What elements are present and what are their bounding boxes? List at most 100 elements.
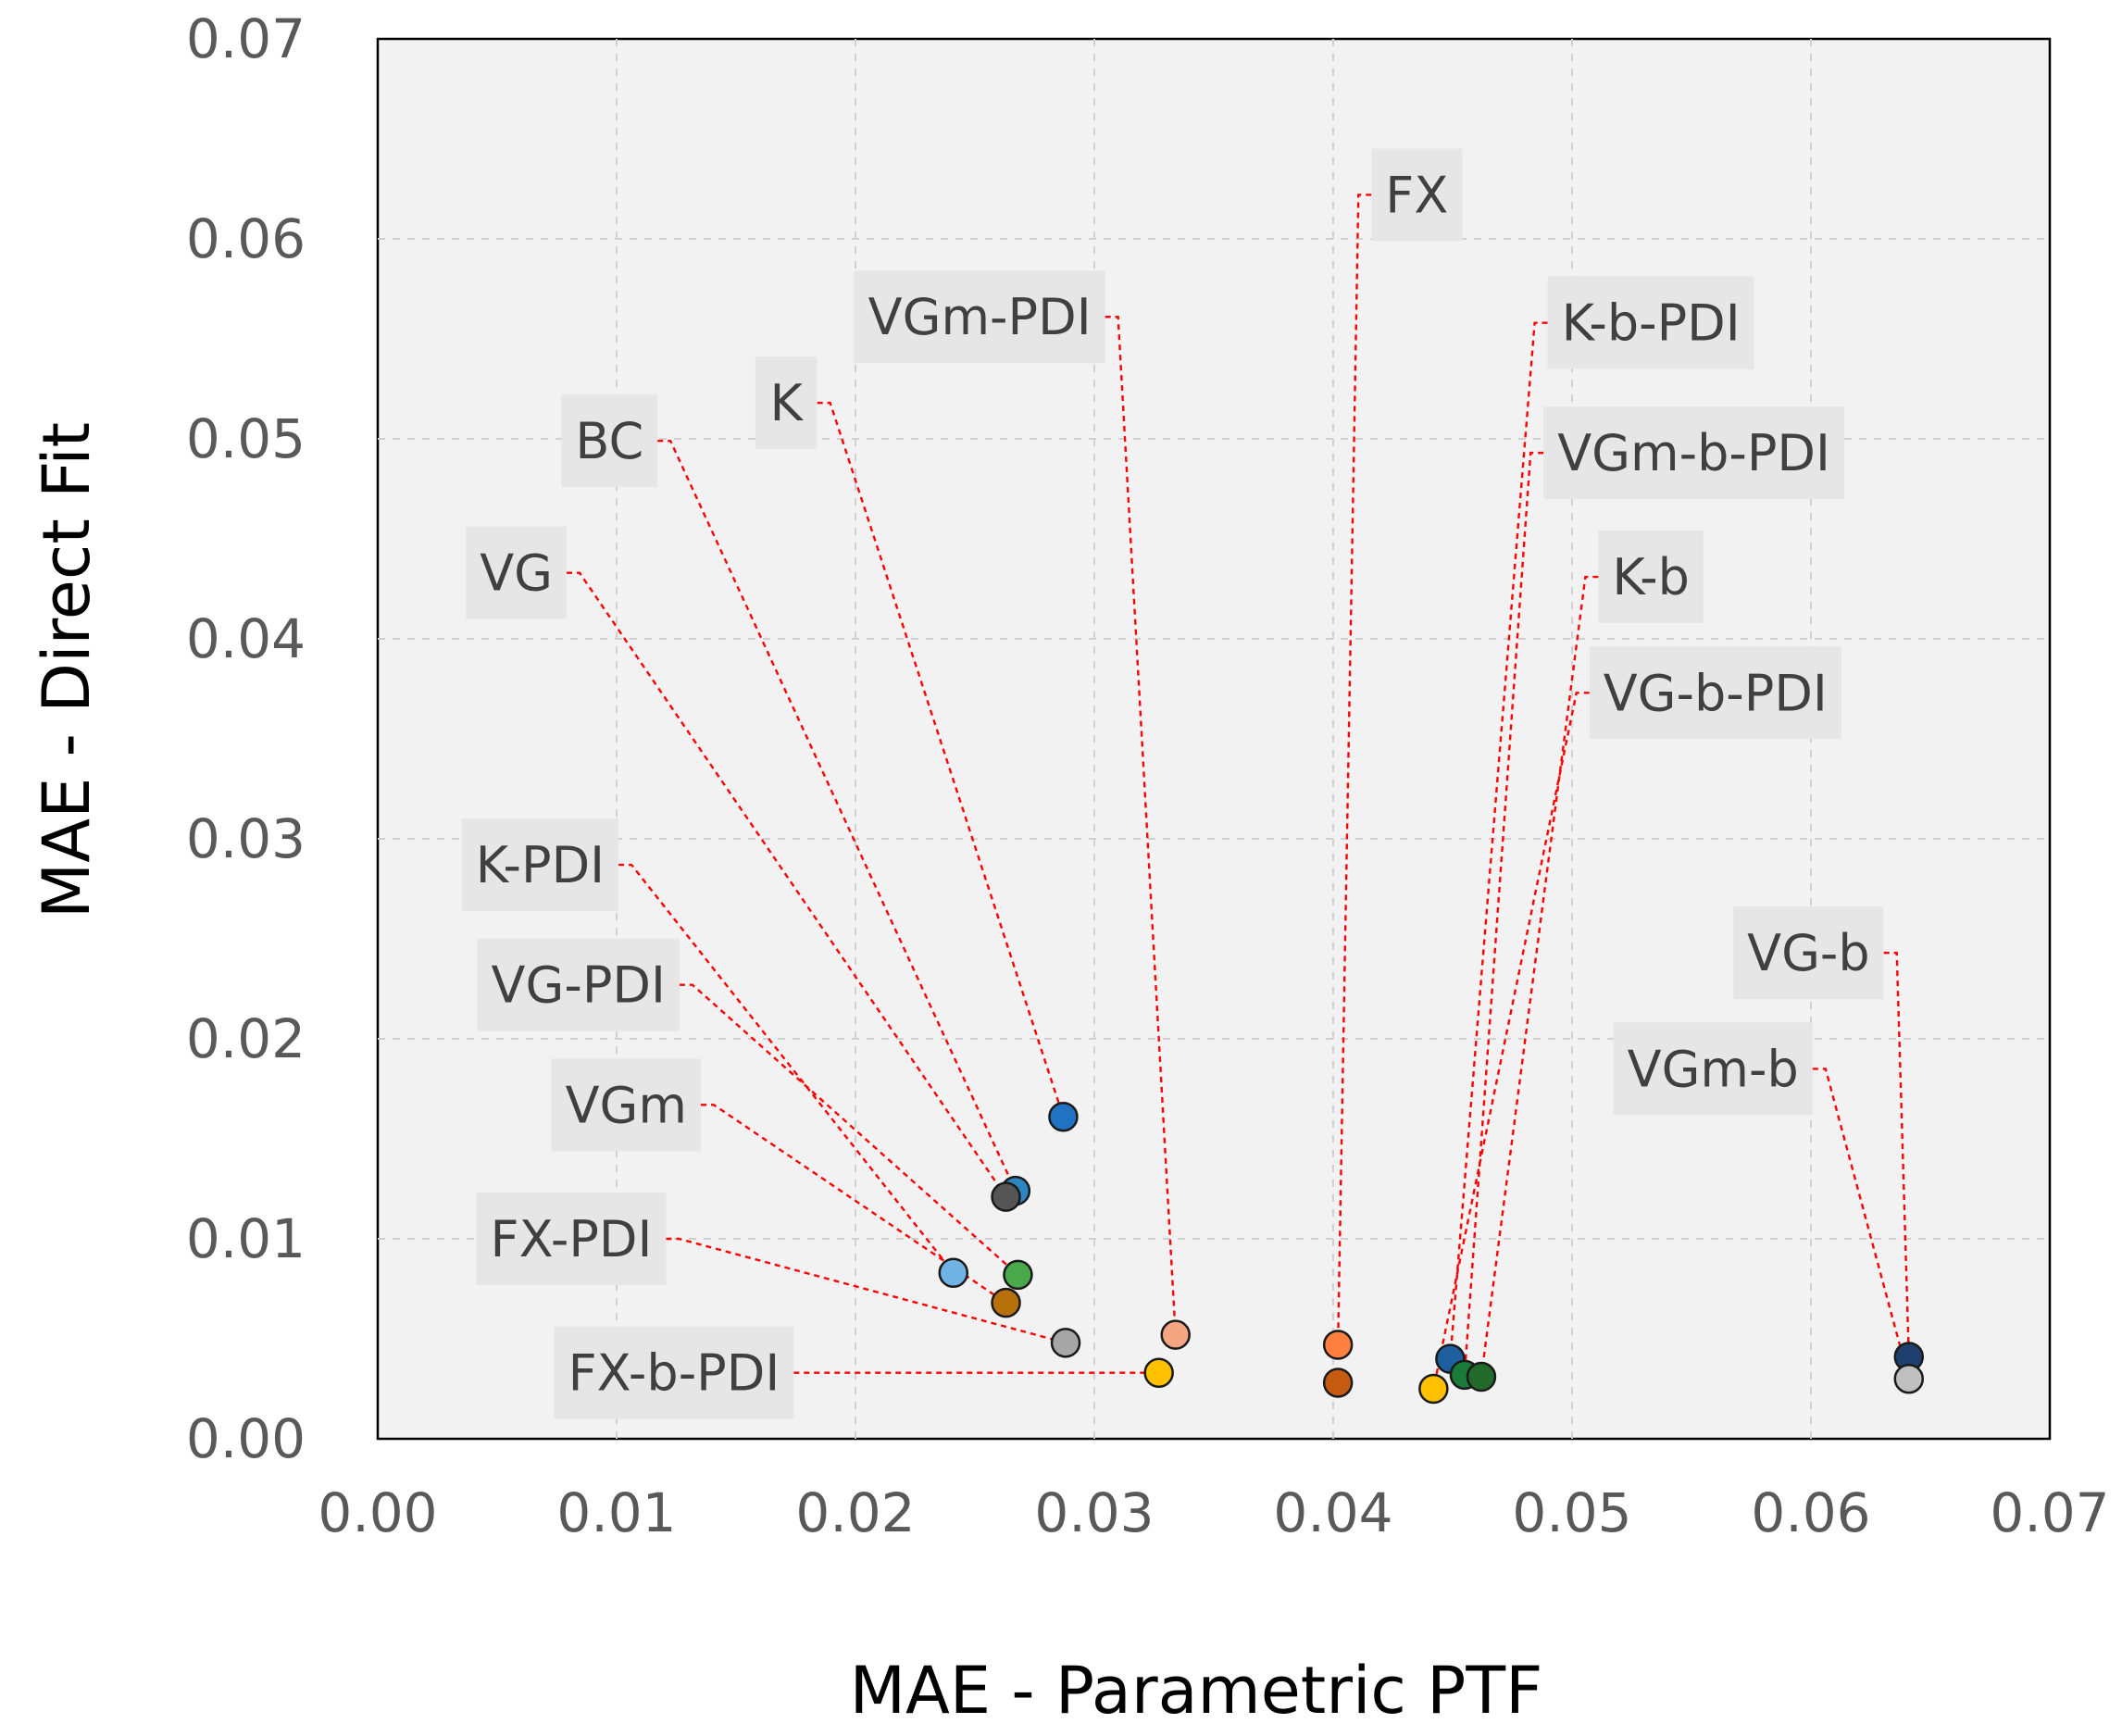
point-labels: FX VGm-PDI K-b-PDI K BC VGm-b-PDI K-b VG VG-b-PD… xyxy=(461,148,1884,1419)
y-tick-label: 0.06 xyxy=(186,207,306,270)
leader-line xyxy=(618,863,955,1274)
point-label-text: FX-b-PDI xyxy=(568,1344,780,1403)
point-label-bg xyxy=(551,1058,702,1152)
leader-line xyxy=(657,439,1017,1192)
point-label-bg xyxy=(554,1326,794,1419)
point-label-text: K xyxy=(769,374,804,432)
leader-line xyxy=(1883,951,1910,1357)
point-label-bg xyxy=(1547,276,1754,369)
point-label: K-PDI xyxy=(461,818,619,912)
x-tick-label: 0.05 xyxy=(1512,1481,1631,1544)
point-label: K xyxy=(755,356,818,450)
point-label-text: VG xyxy=(480,544,553,603)
point-label-bg xyxy=(477,938,680,1031)
point-label-text: VG-PDI xyxy=(492,956,666,1015)
point-label-text: VG-b xyxy=(1747,924,1870,982)
point-label-text: BC xyxy=(575,412,643,470)
leader-line xyxy=(567,571,1007,1198)
point-label-bg xyxy=(1598,531,1704,624)
data-point xyxy=(938,1257,969,1288)
data-point xyxy=(991,1287,1021,1318)
point-label-bg xyxy=(1543,406,1844,500)
data-point xyxy=(1893,1363,1925,1394)
y-tick-label: 0.03 xyxy=(186,807,306,870)
leader-lines xyxy=(567,194,1910,1390)
data-point xyxy=(1050,1328,1081,1358)
data-point xyxy=(1322,1330,1354,1360)
y-axis-ticks: 0.00 0.01 0.02 0.03 0.04 0.05 0.06 0.07 xyxy=(186,7,306,1470)
point-label-text: K-b-PDI xyxy=(1562,294,1741,353)
point-label-bg xyxy=(466,526,568,619)
leader-line xyxy=(1105,316,1177,1335)
data-points xyxy=(938,1101,1925,1405)
leader-line xyxy=(1336,194,1372,1345)
point-label: VG-PDI xyxy=(477,938,680,1031)
leader-line xyxy=(1432,692,1590,1390)
point-label-bg xyxy=(561,394,658,488)
leader-line xyxy=(1449,321,1548,1359)
leader-line xyxy=(1479,575,1599,1378)
point-label: FX-b-PDI xyxy=(554,1326,794,1419)
point-label: BC xyxy=(561,394,658,488)
point-label-bg xyxy=(854,270,1105,364)
point-label-bg xyxy=(476,1193,667,1285)
data-point xyxy=(1048,1101,1079,1132)
leader-line xyxy=(817,401,1065,1118)
point-label: VGm xyxy=(551,1058,702,1152)
data-point xyxy=(1160,1319,1191,1350)
point-label-text: VGm-b xyxy=(1628,1040,1799,1098)
data-point xyxy=(1003,1259,1033,1291)
point-label-text: FX xyxy=(1385,166,1448,224)
point-label: VGm-b-PDI xyxy=(1543,406,1844,500)
point-label-text: K-b xyxy=(1612,548,1690,606)
point-label: K-b xyxy=(1598,531,1704,624)
data-point xyxy=(1418,1373,1449,1405)
x-tick-label: 0.03 xyxy=(1034,1481,1154,1544)
x-tick-label: 0.00 xyxy=(318,1481,437,1544)
point-label: VG xyxy=(466,526,568,619)
data-point xyxy=(1143,1357,1174,1388)
data-point xyxy=(991,1181,1021,1212)
leader-line xyxy=(1463,451,1544,1375)
point-label-bg xyxy=(1733,906,1884,1000)
point-label: VG-b-PDI xyxy=(1589,646,1841,740)
x-tick-label: 0.01 xyxy=(556,1481,676,1544)
point-label-bg xyxy=(1613,1022,1813,1116)
point-label-bg xyxy=(755,356,818,450)
y-axis-title: MAE - Direct Fit xyxy=(29,422,105,918)
y-tick-label: 0.02 xyxy=(186,1007,306,1070)
y-tick-label: 0.04 xyxy=(186,607,306,670)
leader-line xyxy=(1812,1068,1910,1380)
point-label-text: VGm xyxy=(566,1076,687,1134)
x-tick-label: 0.04 xyxy=(1273,1481,1392,1544)
point-label: VG-b xyxy=(1733,906,1884,1000)
y-tick-label: 0.00 xyxy=(186,1407,306,1470)
y-tick-label: 0.07 xyxy=(186,7,306,70)
leader-line xyxy=(701,1104,1007,1305)
y-tick-label: 0.01 xyxy=(186,1207,306,1270)
leader-line xyxy=(666,1237,1067,1344)
x-tick-label: 0.06 xyxy=(1751,1481,1870,1544)
y-tick-label: 0.05 xyxy=(186,407,306,470)
point-label-text: VGm-b-PDI xyxy=(1557,424,1830,482)
point-label-text: VG-b-PDI xyxy=(1604,664,1828,722)
point-label-bg xyxy=(461,818,619,912)
point-label: K-b-PDI xyxy=(1547,276,1754,369)
point-label-text: FX-PDI xyxy=(491,1210,653,1268)
data-point xyxy=(1466,1361,1497,1393)
point-label-bg xyxy=(1371,148,1463,242)
x-axis-title: MAE - Parametric PTF xyxy=(850,1653,1543,1729)
point-label-text: VGm-PDI xyxy=(868,288,1092,346)
point-label-text: K-PDI xyxy=(476,836,605,894)
x-tick-label: 0.07 xyxy=(1990,1481,2109,1544)
x-tick-label: 0.02 xyxy=(795,1481,915,1544)
point-label-bg xyxy=(1589,646,1841,740)
x-axis-ticks: 0.00 0.01 0.02 0.03 0.04 0.05 0.06 0.07 xyxy=(318,1481,2109,1544)
leader-line xyxy=(679,983,1019,1276)
point-label: FX xyxy=(1371,148,1463,242)
point-label: VGm-PDI xyxy=(854,270,1105,364)
point-label: FX-PDI xyxy=(476,1193,667,1285)
data-point xyxy=(1322,1368,1354,1398)
point-label: VGm-b xyxy=(1613,1022,1813,1116)
